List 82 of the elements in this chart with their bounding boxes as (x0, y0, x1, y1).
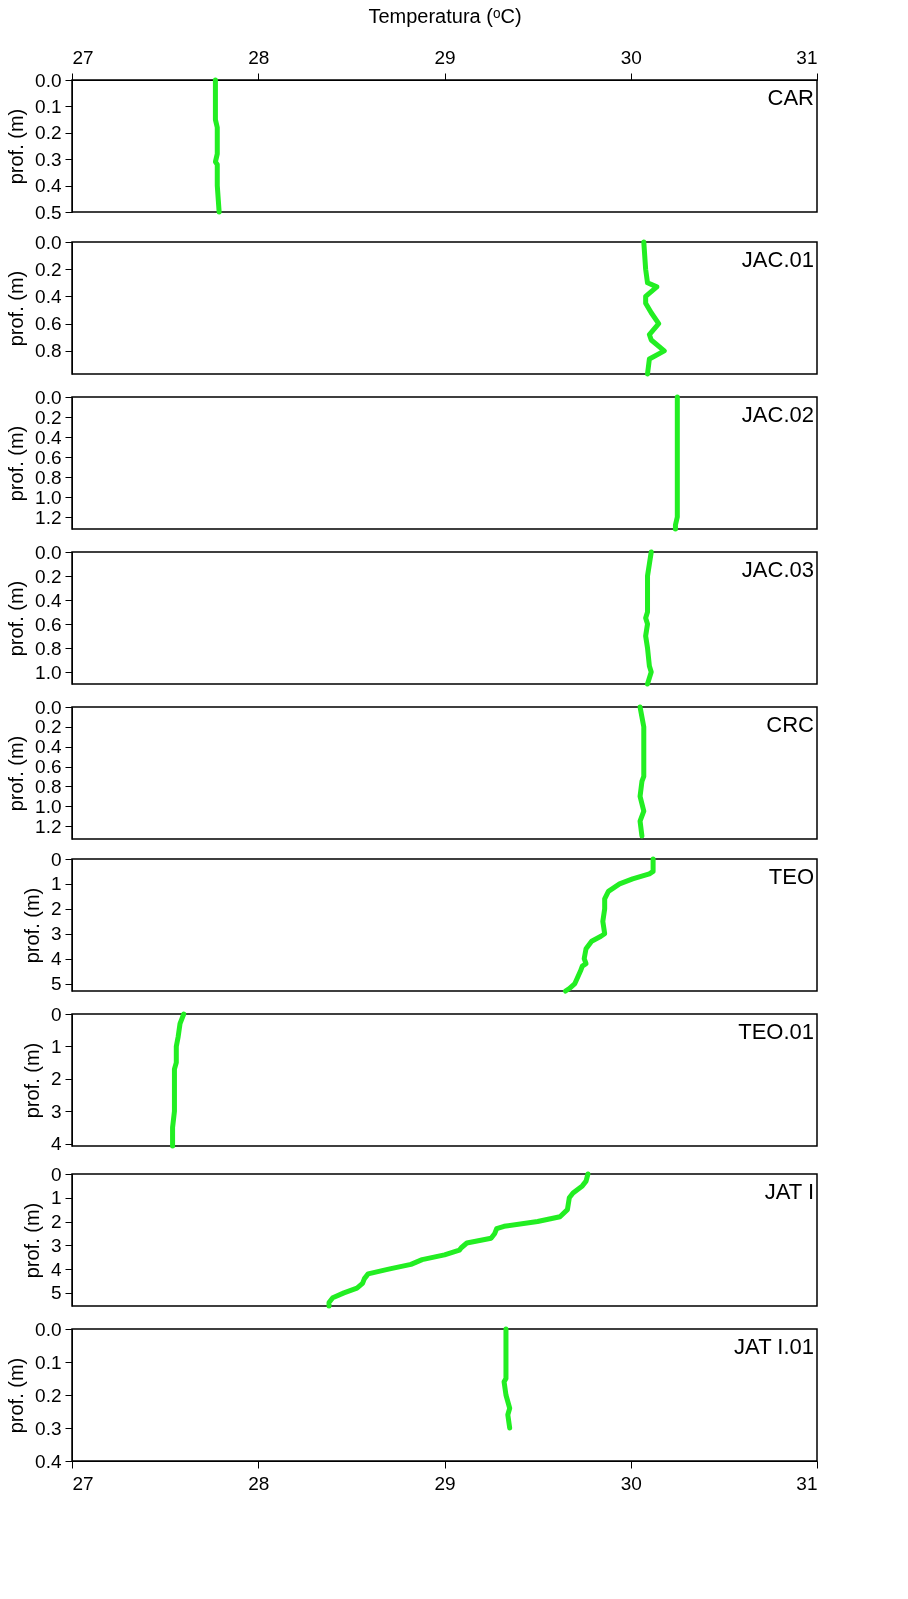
y-tick-label: 0.0 (35, 231, 62, 253)
x-tick-label: 29 (434, 1472, 456, 1494)
y-tick-label: 0.0 (35, 541, 62, 563)
y-tick-label: 0.6 (35, 313, 62, 335)
y-axis-title: prof. (m) (5, 1357, 28, 1434)
y-tick-label: 1.2 (35, 815, 62, 837)
y-tick-label: 3 (50, 1234, 62, 1256)
y-tick-label: 1.0 (35, 661, 62, 683)
y-tick-label: 0.0 (35, 696, 62, 718)
y-tick-label: 5 (50, 1282, 62, 1304)
y-tick-label: 0.8 (35, 466, 62, 488)
y-tick-label: 2 (50, 1211, 62, 1233)
y-axis-title: prof. (m) (5, 735, 28, 812)
y-tick-label: 0.3 (35, 1417, 62, 1439)
y-tick-label: 0 (50, 848, 62, 870)
y-tick-label: 0.2 (35, 1384, 62, 1406)
annotation: JAC.02 (741, 402, 814, 427)
y-tick-label: 0.0 (35, 386, 62, 408)
annotation: CAR (767, 85, 814, 110)
y-tick-label: 0.2 (35, 258, 62, 280)
annotation: JAT I (764, 1179, 814, 1204)
y-tick-label: 0.2 (35, 122, 62, 144)
y-axis-title: prof. (m) (20, 1042, 43, 1119)
x-tick-label: 31 (796, 46, 818, 68)
y-axis-title: prof. (m) (5, 270, 28, 347)
y-tick-label: 0.6 (35, 613, 62, 635)
y-tick-label: 2 (50, 898, 62, 920)
y-tick-label: 0.5 (35, 201, 62, 223)
annotation: TEO (768, 864, 814, 889)
y-tick-label: 1 (50, 1187, 62, 1209)
y-axis-title: prof. (m) (20, 887, 43, 964)
y-tick-label: 1.0 (35, 795, 62, 817)
y-tick-label: 2 (50, 1068, 62, 1090)
y-tick-label: 0.8 (35, 775, 62, 797)
y-tick-label: 1.2 (35, 506, 62, 528)
x-tick-label: 27 (72, 1472, 94, 1494)
y-tick-label: 0.0 (35, 1318, 62, 1340)
y-tick-label: 1.0 (35, 486, 62, 508)
y-tick-label: 0.0 (35, 69, 62, 91)
y-tick-label: 0.2 (35, 406, 62, 428)
y-tick-label: 0.8 (35, 340, 62, 362)
x-tick-label: 27 (72, 46, 94, 68)
y-tick-label: 0.6 (35, 446, 62, 468)
annotation: JAC.01 (741, 247, 814, 272)
y-tick-label: 1 (50, 1035, 62, 1057)
x-tick-label: 28 (248, 46, 270, 68)
y-tick-label: 4 (50, 1258, 62, 1280)
annotation: JAT I.01 (734, 1334, 814, 1359)
y-tick-label: 1 (50, 873, 62, 895)
y-tick-label: 0.2 (35, 565, 62, 587)
x-tick-label: 31 (796, 1472, 818, 1494)
x-tick-label: 29 (434, 46, 456, 68)
y-tick-label: 0.8 (35, 637, 62, 659)
annotation: CRC (766, 712, 815, 737)
y-axis-title: prof. (m) (5, 580, 28, 657)
y-tick-label: 0 (50, 1163, 62, 1185)
y-axis-title: prof. (m) (5, 425, 28, 502)
y-tick-label: 0.4 (35, 426, 62, 448)
y-tick-label: 5 (50, 973, 62, 995)
y-tick-label: 0.2 (35, 716, 62, 738)
y-tick-label: 0.1 (35, 95, 62, 117)
x-tick-label: 28 (248, 1472, 270, 1494)
annotation: TEO.01 (738, 1019, 814, 1044)
y-axis-title: prof. (m) (5, 108, 28, 185)
y-tick-label: 4 (50, 948, 62, 970)
x-tick-label: 30 (620, 46, 642, 68)
y-tick-label: 0.3 (35, 148, 62, 170)
y-tick-label: 0.4 (35, 175, 62, 197)
y-tick-label: 0.1 (35, 1351, 62, 1373)
y-tick-label: 0.4 (35, 589, 62, 611)
y-tick-label: 0.4 (35, 736, 62, 758)
y-tick-label: 0.4 (35, 1450, 62, 1472)
x-axis-title: Temperatura (ᵒC) (368, 4, 522, 27)
y-tick-label: 3 (50, 1100, 62, 1122)
x-tick-label: 30 (620, 1472, 642, 1494)
y-tick-label: 0.4 (35, 285, 62, 307)
y-axis-title: prof. (m) (20, 1202, 43, 1279)
y-tick-label: 3 (50, 923, 62, 945)
annotation: JAC.03 (741, 557, 814, 582)
y-tick-label: 0 (50, 1003, 62, 1025)
y-tick-label: 0.6 (35, 756, 62, 778)
y-tick-label: 4 (50, 1133, 62, 1155)
